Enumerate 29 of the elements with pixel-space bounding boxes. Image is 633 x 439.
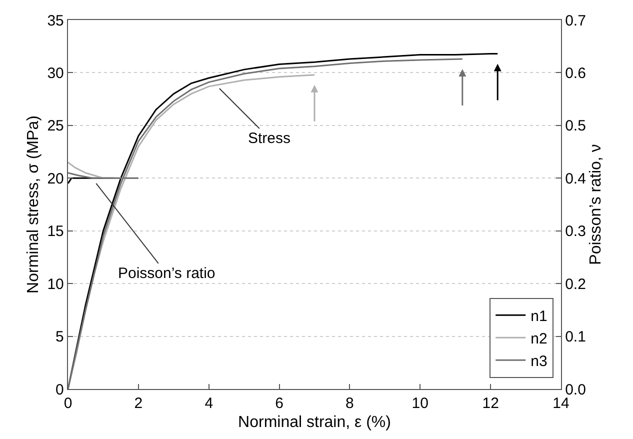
y2-tick-label: 0.7 [565, 12, 586, 30]
x-tick-label: 6 [275, 395, 284, 412]
x-tick-label: 8 [346, 395, 354, 412]
x-tick-label: 12 [482, 395, 499, 412]
y2-tick-label: 0.3 [565, 223, 586, 240]
y-tick-label: 30 [47, 64, 64, 82]
x-axis-title: Norminal strain, ε (%) [238, 414, 391, 431]
y-tick-label: 15 [47, 223, 64, 240]
y2-axis-title: Poisson’s ratio, ν [588, 144, 605, 265]
legend-label: n3 [530, 353, 548, 370]
x-tick-label: 10 [412, 395, 428, 412]
y2-tick-label: 0.5 [565, 118, 586, 135]
y-tick-label: 25 [47, 118, 64, 135]
y-tick-label: 0 [56, 381, 64, 398]
y-axis-title: Norminal stress, σ (MPa) [25, 116, 42, 294]
y-tick-label: 20 [47, 170, 64, 188]
y2-tick-label: 0.2 [565, 276, 586, 293]
annotation: Poisson’s ratio [118, 265, 216, 282]
legend-label: n1 [530, 308, 548, 326]
y2-tick-label: 0.1 [565, 328, 586, 346]
annotation: Stress [248, 130, 291, 147]
x-tick-label: 2 [134, 395, 143, 412]
legend-label: n2 [530, 330, 548, 348]
x-tick-label: 4 [204, 395, 214, 412]
y-tick-label: 35 [47, 12, 64, 30]
y-tick-label: 5 [56, 328, 64, 346]
y-tick-label: 10 [47, 276, 64, 293]
y2-tick-label: 0.6 [565, 64, 586, 82]
y2-tick-label: 0.4 [565, 170, 586, 188]
